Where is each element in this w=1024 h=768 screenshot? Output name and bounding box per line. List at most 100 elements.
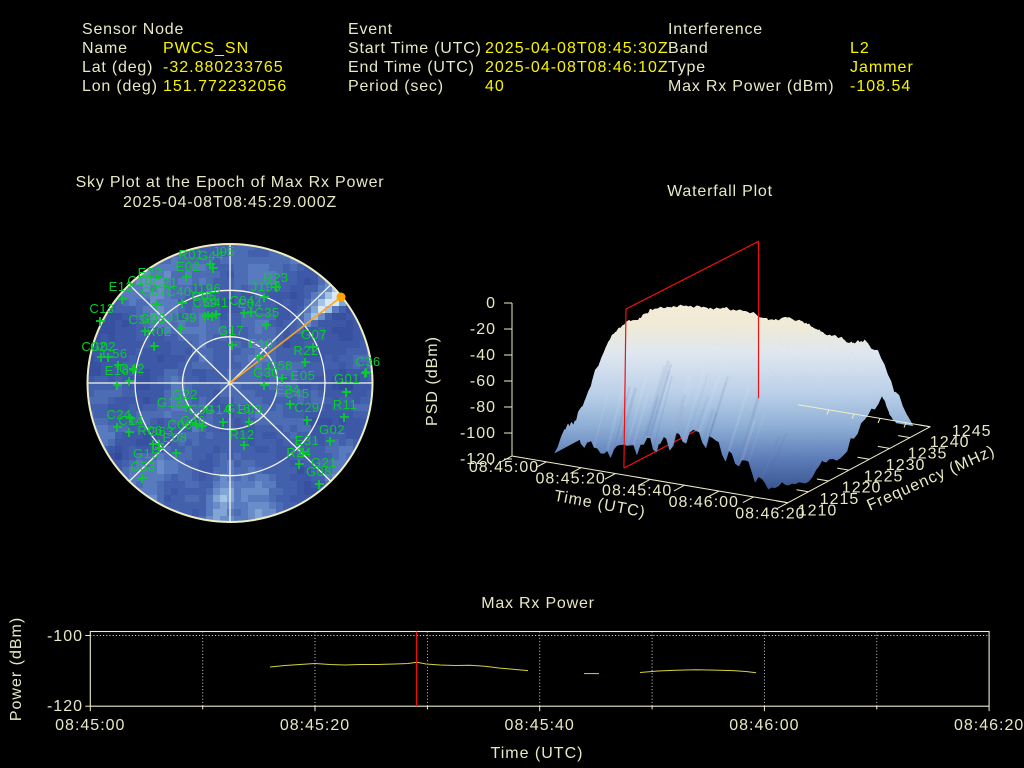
svg-text:E10: E10 <box>249 336 274 351</box>
svg-text:C04: C04 <box>229 293 254 308</box>
svg-text:G13: G13 <box>157 395 183 410</box>
svg-text:08:45:40: 08:45:40 <box>505 717 575 734</box>
svg-text:-32.880233765: -32.880233765 <box>163 59 284 76</box>
svg-text:R06: R06 <box>137 423 162 438</box>
svg-text:Power (dBm): Power (dBm) <box>8 617 25 721</box>
svg-text:Max Rx Power: Max Rx Power <box>481 595 595 612</box>
svg-text:G22: G22 <box>172 387 198 402</box>
svg-text:J199: J199 <box>167 310 197 325</box>
svg-text:R11: R11 <box>333 397 357 412</box>
svg-text:1245: 1245 <box>952 423 992 440</box>
svg-text:G03: G03 <box>140 311 166 326</box>
svg-text:Waterfall Plot: Waterfall Plot <box>667 183 773 200</box>
svg-text:1235: 1235 <box>908 446 948 463</box>
svg-text:C30: C30 <box>128 312 153 327</box>
svg-text:G02: G02 <box>319 422 345 437</box>
svg-text:C07: C07 <box>141 284 166 299</box>
svg-text:-120: -120 <box>460 451 496 468</box>
svg-text:PSD (dBm): PSD (dBm) <box>424 336 441 426</box>
svg-text:G17: G17 <box>218 323 244 338</box>
svg-text:-60: -60 <box>470 373 496 390</box>
svg-text:Interference: Interference <box>668 21 763 38</box>
svg-text:Period (sec): Period (sec) <box>348 78 444 95</box>
svg-text:2025-04-08T08:45:29.000Z: 2025-04-08T08:45:29.000Z <box>123 194 337 211</box>
svg-text:R22: R22 <box>293 343 318 358</box>
svg-text:08:45:20: 08:45:20 <box>280 717 350 734</box>
svg-text:J196: J196 <box>191 281 221 296</box>
svg-text:-100: -100 <box>47 628 83 645</box>
svg-text:Max Rx Power (dBm): Max Rx Power (dBm) <box>668 78 834 95</box>
svg-text:08:46:20: 08:46:20 <box>954 717 1024 734</box>
svg-text:C21: C21 <box>152 275 177 290</box>
svg-text:2025-04-08T08:46:10Z: 2025-04-08T08:46:10Z <box>485 59 669 76</box>
svg-text:G44: G44 <box>198 248 224 263</box>
svg-text:-120: -120 <box>47 698 83 715</box>
svg-text:08:45:00: 08:45:00 <box>469 459 539 476</box>
svg-text:1240: 1240 <box>930 434 970 451</box>
svg-text:Name: Name <box>82 40 128 57</box>
svg-text:R02: R02 <box>146 324 171 339</box>
svg-text:G15: G15 <box>133 446 159 461</box>
svg-text:E03: E03 <box>238 402 263 417</box>
svg-text:C29: C29 <box>294 400 319 415</box>
svg-text:G16: G16 <box>225 401 251 416</box>
svg-text:1225: 1225 <box>864 468 904 485</box>
svg-text:G14: G14 <box>205 402 231 417</box>
svg-text:J193: J193 <box>251 279 281 294</box>
svg-text:C45: C45 <box>284 386 309 401</box>
svg-text:C53: C53 <box>130 459 155 474</box>
svg-text:L2: L2 <box>850 40 870 57</box>
svg-text:E05: E05 <box>291 368 316 383</box>
svg-text:G07: G07 <box>301 327 327 342</box>
svg-text:151.772232056: 151.772232056 <box>163 78 287 95</box>
svg-text:Start Time (UTC): Start Time (UTC) <box>348 40 482 57</box>
svg-text:C41: C41 <box>203 295 228 310</box>
svg-text:40: 40 <box>485 78 505 95</box>
svg-text:E34: E34 <box>276 382 301 397</box>
svg-text:08:45:40: 08:45:40 <box>602 482 672 499</box>
svg-text:C02: C02 <box>81 339 106 354</box>
svg-text:R12: R12 <box>229 427 254 442</box>
svg-text:End Time (UTC): End Time (UTC) <box>348 59 475 76</box>
svg-text:Sensor Node: Sensor Node <box>82 21 184 38</box>
svg-text:PWCS_SN: PWCS_SN <box>163 40 249 57</box>
svg-text:Band: Band <box>668 40 709 57</box>
svg-text:-20: -20 <box>470 321 496 338</box>
svg-text:C24: C24 <box>106 407 131 422</box>
svg-text:-108.54: -108.54 <box>850 78 911 95</box>
svg-text:G21: G21 <box>311 455 337 470</box>
svg-text:C10: C10 <box>127 273 152 288</box>
svg-text:G30: G30 <box>253 365 279 380</box>
svg-text:1220: 1220 <box>842 480 882 497</box>
svg-text:Sky Plot at the Epoch of Max R: Sky Plot at the Epoch of Max Rx Power <box>76 174 385 191</box>
svg-text:R24: R24 <box>286 445 311 460</box>
svg-text:Lon (deg): Lon (deg) <box>82 78 158 95</box>
svg-text:E16: E16 <box>105 363 130 378</box>
svg-text:E08: E08 <box>163 430 188 445</box>
svg-text:G08: G08 <box>306 464 332 479</box>
svg-text:Time (UTC): Time (UTC) <box>491 745 584 762</box>
svg-text:E04: E04 <box>238 296 263 311</box>
svg-text:-80: -80 <box>470 399 496 416</box>
svg-text:G01: G01 <box>334 371 360 386</box>
svg-text:-40: -40 <box>470 347 496 364</box>
svg-text:08:45:00: 08:45:00 <box>55 717 125 734</box>
svg-text:08:46:00: 08:46:00 <box>669 494 739 511</box>
svg-text:C05: C05 <box>191 289 216 304</box>
svg-text:2025-04-08T08:45:30Z: 2025-04-08T08:45:30Z <box>485 40 669 57</box>
svg-text:E31: E31 <box>295 433 320 448</box>
svg-text:1215: 1215 <box>820 491 860 508</box>
svg-text:C13: C13 <box>89 301 114 316</box>
svg-text:E22: E22 <box>138 265 163 280</box>
svg-text:C40: C40 <box>166 284 191 299</box>
svg-text:E13: E13 <box>109 279 134 294</box>
svg-text:C06: C06 <box>167 417 192 432</box>
svg-text:0: 0 <box>486 295 496 312</box>
svg-text:Event: Event <box>348 21 393 38</box>
svg-text:C35: C35 <box>254 305 279 320</box>
svg-text:08:46:00: 08:46:00 <box>729 717 799 734</box>
svg-text:Jammer: Jammer <box>850 59 914 76</box>
svg-text:C56: C56 <box>102 346 127 361</box>
svg-text:E02: E02 <box>176 259 201 274</box>
svg-text:C59: C59 <box>192 295 217 310</box>
